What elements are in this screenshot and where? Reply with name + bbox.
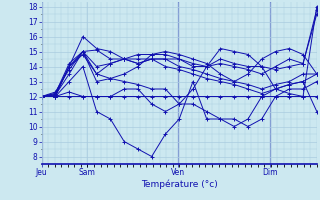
X-axis label: Température (°c): Température (°c) [141, 180, 218, 189]
